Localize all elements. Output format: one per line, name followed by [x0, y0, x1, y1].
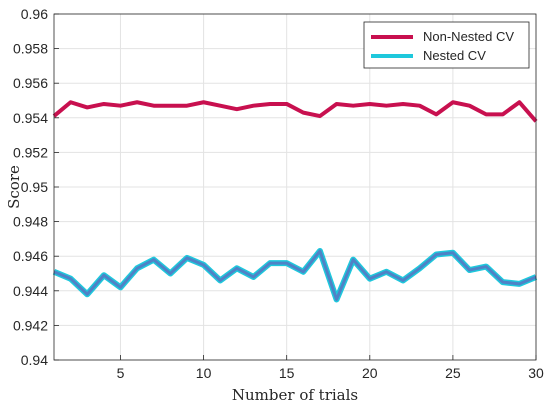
legend-box: [363, 21, 530, 69]
y-tick-label: 0.95: [21, 179, 48, 195]
x-tick-label: 30: [528, 365, 544, 381]
x-axis-title: Number of trials: [232, 386, 358, 404]
y-tick-label: 0.942: [13, 317, 48, 333]
y-axis-ticks: 0.94 0.942 0.944 0.946 0.948 0.95 0.952 0.954 0.…: [13, 6, 59, 368]
y-tick-label: 0.958: [13, 41, 48, 57]
series-line-nested-cv: [53, 249, 537, 301]
x-tick-label: 5: [117, 365, 125, 381]
series-layer: [52, 100, 538, 303]
series-line-non-nested-cv: [52, 100, 538, 123]
y-tick-label: 0.944: [13, 283, 48, 299]
y-tick-label: 0.96: [21, 6, 48, 22]
x-tick-label: 25: [445, 365, 461, 381]
y-tick-label: 0.956: [13, 75, 48, 91]
y-tick-label: 0.954: [13, 110, 48, 126]
y-tick-label: 0.952: [13, 144, 48, 160]
y-tick-label: 0.948: [13, 214, 48, 230]
y-tick-label: 0.946: [13, 248, 48, 264]
x-tick-label: 15: [279, 365, 295, 381]
x-tick-label: 20: [362, 365, 378, 381]
y-tick-label: 0.94: [21, 352, 48, 368]
legend: Non-Nested CV Nested CV: [363, 21, 530, 69]
y-axis-title: Score: [5, 165, 23, 209]
x-axis-ticks: 5 10 15 20 25 30: [117, 355, 544, 381]
legend-label-nested: Nested CV: [423, 48, 486, 63]
x-tick-label: 10: [196, 365, 212, 381]
legend-label-non-nested: Non-Nested CV: [423, 29, 514, 44]
